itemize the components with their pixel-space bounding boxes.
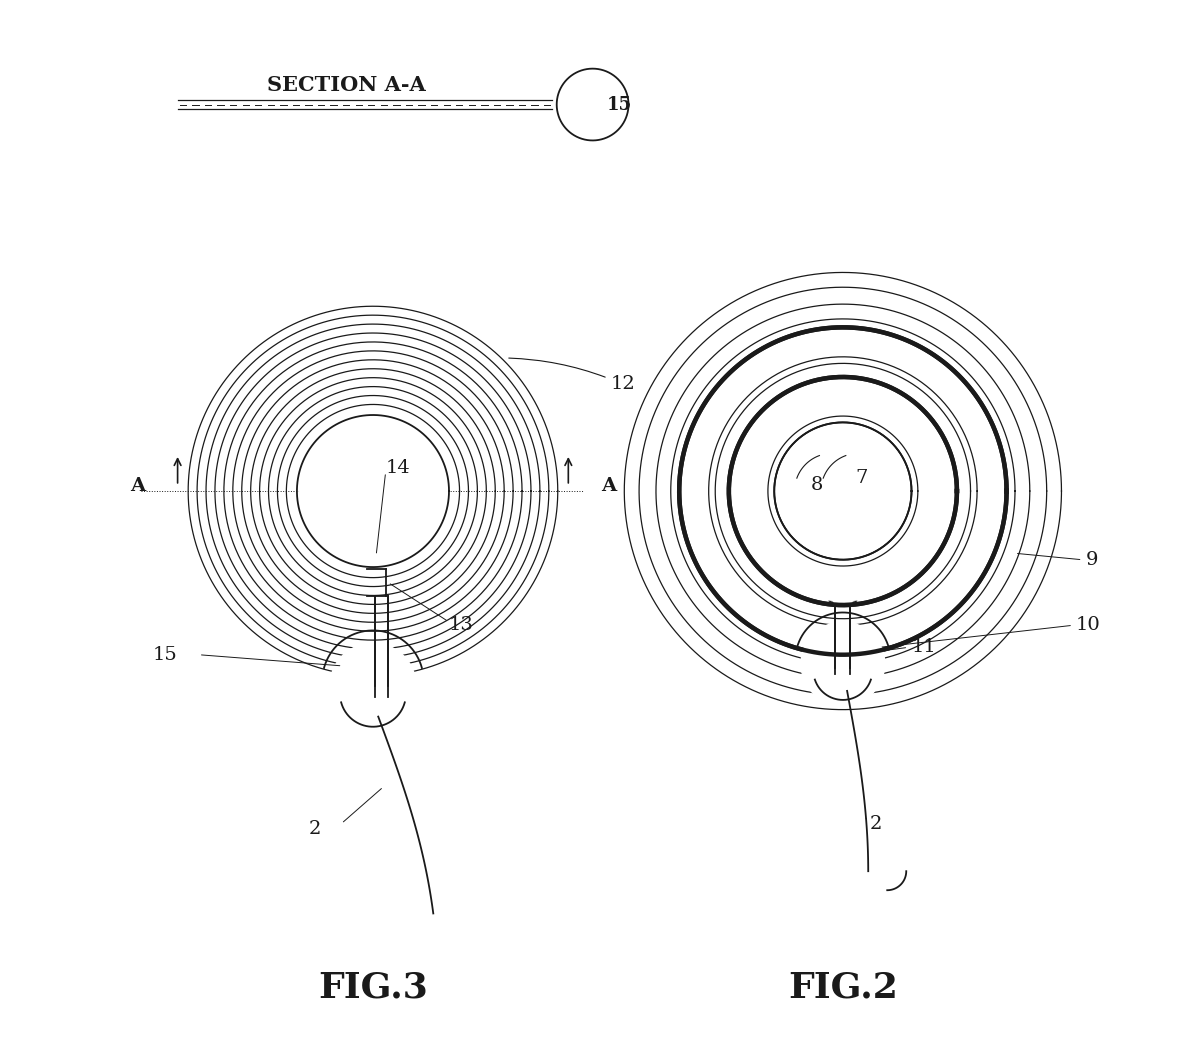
Text: A: A — [130, 476, 145, 495]
Text: FIG.3: FIG.3 — [318, 970, 428, 1004]
Text: 14: 14 — [385, 458, 410, 477]
Text: 8: 8 — [810, 475, 823, 494]
Text: 12: 12 — [509, 358, 635, 394]
Circle shape — [330, 643, 416, 730]
Text: 13: 13 — [449, 616, 474, 635]
Circle shape — [802, 622, 884, 705]
Text: A: A — [601, 476, 616, 495]
Text: 2: 2 — [869, 814, 882, 833]
Text: 2: 2 — [308, 819, 322, 838]
Text: 9: 9 — [1086, 551, 1098, 569]
Text: FIG.2: FIG.2 — [788, 970, 898, 1004]
Circle shape — [733, 381, 953, 601]
Text: 11: 11 — [912, 638, 936, 657]
Circle shape — [776, 425, 910, 558]
Text: 15: 15 — [606, 95, 631, 114]
Text: SECTION A-A: SECTION A-A — [268, 75, 426, 95]
Text: 7: 7 — [856, 469, 868, 488]
Text: 15: 15 — [152, 645, 178, 664]
Text: 10: 10 — [1075, 617, 1100, 635]
Circle shape — [299, 417, 446, 565]
